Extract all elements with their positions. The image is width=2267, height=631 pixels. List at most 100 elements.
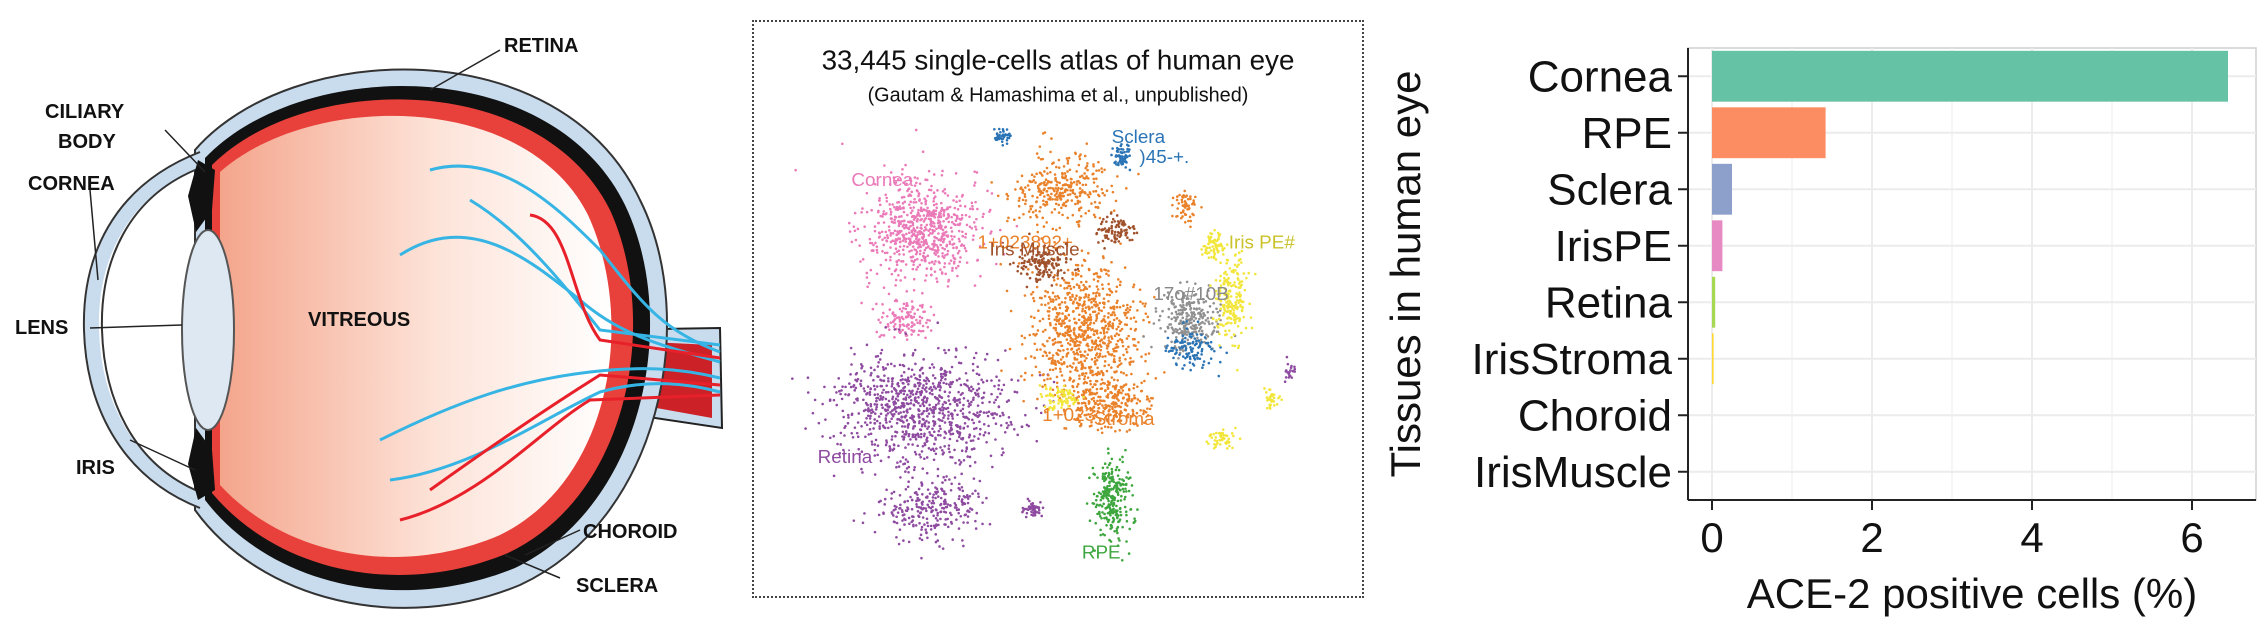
- tsne-point: [1085, 502, 1089, 505]
- tsne-point: [1029, 215, 1032, 219]
- tsne-point: [1088, 424, 1092, 428]
- tsne-point: [907, 237, 910, 240]
- tsne-point: [940, 224, 943, 228]
- tsne-point: [911, 393, 915, 396]
- tsne-point: [930, 510, 933, 514]
- tsne-point: [884, 391, 888, 394]
- tsne-point: [993, 127, 996, 131]
- tsne-point: [1125, 476, 1128, 479]
- tsne-point: [883, 497, 887, 501]
- tsne-point: [1093, 392, 1096, 396]
- tsne-point: [1057, 158, 1061, 162]
- tsne-point: [898, 252, 901, 256]
- tsne-point: [1127, 489, 1131, 493]
- tsne-point: [939, 227, 943, 230]
- tsne-point: [909, 401, 913, 405]
- tsne-point: [1094, 319, 1098, 322]
- tsne-point: [1181, 308, 1184, 312]
- tsne-point: [1101, 191, 1105, 195]
- tsne-point: [899, 323, 902, 327]
- tsne-point: [946, 207, 950, 210]
- tsne-point: [1123, 223, 1127, 226]
- tsne-point: [1229, 311, 1232, 315]
- tsne-point: [1195, 339, 1198, 343]
- tsne-point: [1231, 446, 1234, 450]
- tsne-point: [934, 540, 938, 544]
- tsne-point: [964, 371, 968, 375]
- tsne-point: [1092, 321, 1096, 325]
- tsne-point: [1233, 344, 1237, 348]
- tsne-point: [879, 499, 882, 503]
- tsne-point: [1143, 304, 1147, 308]
- tsne-point: [1073, 358, 1077, 361]
- tsne-point: [875, 419, 879, 423]
- tsne-point: [906, 310, 909, 314]
- tsne-point: [928, 499, 931, 503]
- tsne-point: [951, 456, 954, 459]
- tsne-point: [1186, 353, 1189, 357]
- tsne-point: [893, 205, 896, 209]
- tsne-point: [1185, 320, 1188, 323]
- tsne-point: [1065, 399, 1069, 402]
- tsne-point: [1216, 250, 1220, 254]
- tsne-point: [934, 452, 938, 456]
- tsne-point: [934, 436, 937, 440]
- tsne-point: [1124, 357, 1127, 361]
- tsne-point: [1075, 170, 1078, 173]
- tsne-point: [1115, 529, 1118, 533]
- tsne-point: [1109, 340, 1112, 344]
- tsne-point: [918, 374, 922, 377]
- tsne-point: [940, 367, 944, 371]
- tsne-point: [1046, 394, 1049, 397]
- tsne-point: [865, 210, 869, 214]
- tsne-point: [1035, 273, 1039, 276]
- tsne-point: [1054, 262, 1058, 265]
- tsne-point: [901, 239, 905, 242]
- tsne-point: [1190, 317, 1194, 321]
- tsne-point: [1053, 189, 1056, 193]
- tsne-point: [1017, 204, 1021, 208]
- tsne-point: [905, 232, 908, 236]
- tsne-point: [1183, 200, 1187, 203]
- tsne-point: [971, 207, 975, 211]
- tsne-point: [1092, 172, 1095, 176]
- tsne-point: [905, 338, 909, 341]
- tsne-point: [964, 249, 968, 253]
- tsne-point: [962, 544, 965, 548]
- tsne-point: [1237, 344, 1241, 348]
- tsne-point: [1196, 336, 1199, 340]
- tsne-point: [1117, 399, 1120, 402]
- tsne-point: [885, 414, 888, 417]
- tsne-point: [1039, 411, 1043, 415]
- tsne-point: [1285, 355, 1289, 359]
- tsne-point: [1078, 187, 1082, 190]
- tsne-point: [912, 352, 915, 355]
- tsne-point: [955, 246, 958, 250]
- tsne-point: [904, 458, 908, 461]
- tsne-point: [1124, 401, 1127, 405]
- tsne-point: [918, 252, 922, 256]
- tsne-point: [893, 314, 897, 317]
- tsne-point: [917, 499, 920, 502]
- tsne-point: [1118, 305, 1122, 309]
- tsne-point: [938, 384, 942, 388]
- tsne-point: [1202, 360, 1206, 363]
- tsne-point: [887, 292, 891, 296]
- tsne-point: [1133, 394, 1136, 397]
- tsne-point: [909, 206, 912, 210]
- tsne-point: [933, 242, 936, 246]
- tsne-point: [944, 505, 948, 509]
- tsne-point: [1020, 334, 1024, 338]
- tsne-point: [886, 363, 890, 366]
- tsne-point: [1164, 330, 1167, 333]
- tsne-point: [1086, 353, 1090, 356]
- tsne-point: [914, 181, 918, 185]
- tsne-point: [1016, 180, 1019, 183]
- tsne-point: [944, 272, 947, 276]
- tsne-point: [901, 167, 904, 171]
- tsne-point: [946, 525, 950, 529]
- tsne-point: [1069, 177, 1073, 181]
- tsne-point: [902, 353, 906, 356]
- tsne-point: [898, 231, 901, 234]
- tsne-point: [898, 330, 901, 333]
